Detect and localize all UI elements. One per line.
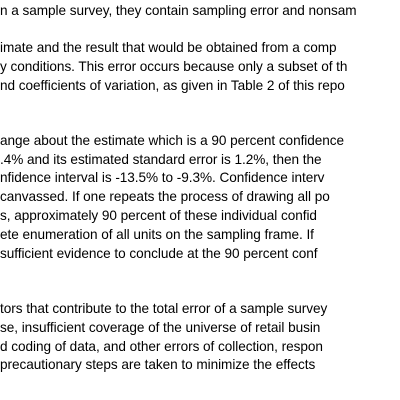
text-line: ete enumeration of all units on the samp… [0, 227, 314, 242]
text-line: nfidence interval is -13.5% to -9.3%. Co… [0, 170, 325, 185]
text-line: d coding of data, and other errors of co… [0, 339, 323, 354]
text-line: sufficient evidence to conclude at the 9… [0, 246, 318, 261]
text-line: tors that contribute to the total error … [0, 301, 328, 316]
text-line: n a sample survey, they contain sampling… [0, 3, 357, 18]
text-line: y conditions. This error occurs because … [0, 59, 348, 74]
text-line: .4% and its estimated standard error is … [0, 152, 322, 167]
text-line: se, insufficient coverage of the univers… [0, 320, 321, 335]
text-line: imate and the result that would be obtai… [0, 40, 337, 55]
text-line: ange about the estimate which is a 90 pe… [0, 133, 345, 148]
text-line: s, approximately 90 percent of these ind… [0, 208, 317, 223]
text-line: canvassed. If one repeats the process of… [0, 189, 330, 204]
text-line: precautionary steps are taken to minimiz… [0, 357, 316, 372]
text-line: nd coefficients of variation, as given i… [0, 78, 345, 93]
